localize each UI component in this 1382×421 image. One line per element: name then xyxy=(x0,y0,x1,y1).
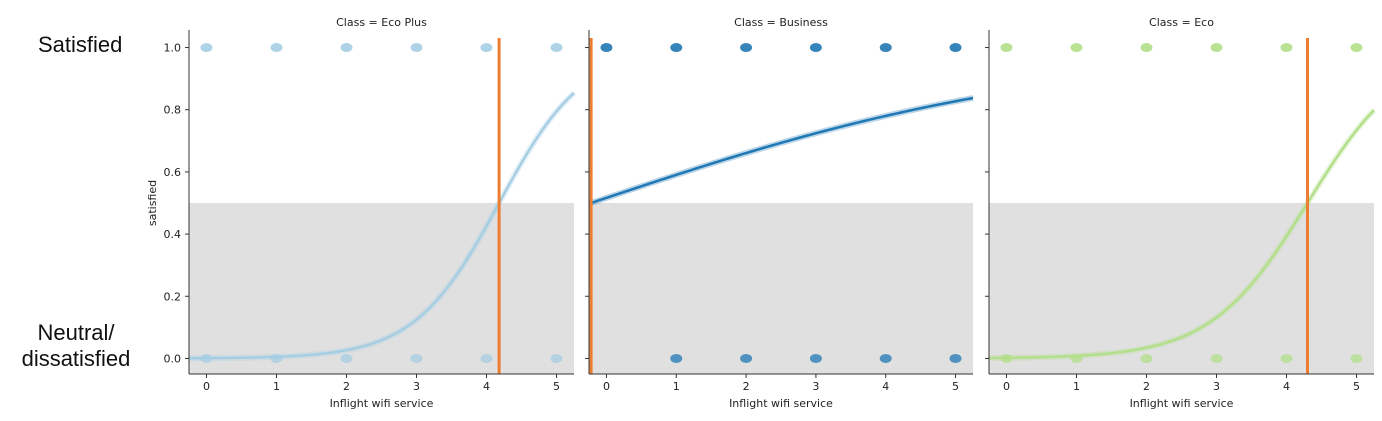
panel1-y-tick-label: 0.6 xyxy=(164,166,182,179)
panel1-y-tick-label: 0.4 xyxy=(164,228,182,241)
panel1-point-satisfied xyxy=(200,43,213,53)
panel1-shaded-region xyxy=(189,203,574,374)
panel2-logistic-curve xyxy=(588,96,974,205)
panel1-point-satisfied xyxy=(550,43,563,53)
panel1-x-tick-label: 2 xyxy=(343,380,350,393)
panel2-x-tick-label: 2 xyxy=(743,380,750,393)
neutral-annotation-line1: Neutral/ xyxy=(37,320,115,345)
panel1-point-satisfied xyxy=(340,43,353,53)
panel2-point-satisfied xyxy=(670,43,683,53)
neutral-dissatisfied-annotation: Neutral/ dissatisfied xyxy=(20,320,132,372)
panel1-x-tick-label: 1 xyxy=(273,380,280,393)
panel3-point-unsatisfied xyxy=(1210,353,1223,363)
panel1-point-satisfied xyxy=(480,43,493,53)
panel3-point-satisfied xyxy=(1350,43,1363,53)
panel2-point-unsatisfied xyxy=(949,353,962,363)
satisfied-annotation: Satisfied xyxy=(38,32,123,57)
panel3-x-tick-label: 3 xyxy=(1213,380,1220,393)
panel2-point-satisfied xyxy=(949,43,962,53)
panel2-x-tick-label: 5 xyxy=(952,380,959,393)
panel2-x-tick-label: 1 xyxy=(673,380,680,393)
panel3-point-satisfied xyxy=(1140,43,1153,53)
panel2-title: Class = Business xyxy=(734,16,828,29)
panel2-point-unsatisfied xyxy=(740,353,753,363)
panel2-point-satisfied xyxy=(740,43,753,53)
panel2-shaded-region xyxy=(589,203,973,374)
panel2-point-satisfied xyxy=(879,43,892,53)
panel3-point-unsatisfied xyxy=(1280,353,1293,363)
panel1-y-tick-label: 0.0 xyxy=(164,352,182,365)
panel1-point-unsatisfied xyxy=(340,353,353,363)
panel1-title: Class = Eco Plus xyxy=(336,16,427,29)
panel1-x-tick-label: 5 xyxy=(553,380,560,393)
panel2-point-unsatisfied xyxy=(809,353,822,363)
panel2-point-satisfied xyxy=(600,43,613,53)
panel2-x-tick-label: 0 xyxy=(603,380,610,393)
panel2-point-unsatisfied xyxy=(879,353,892,363)
panel3-x-tick-label: 1 xyxy=(1073,380,1080,393)
panel3-point-unsatisfied xyxy=(1350,353,1363,363)
panel3-x-tick-label: 5 xyxy=(1353,380,1360,393)
panel3-x-axis-label: Inflight wifi service xyxy=(1130,397,1234,410)
panel3-point-satisfied xyxy=(1000,43,1013,53)
panel3-shaded-region xyxy=(989,203,1374,374)
panel1-point-satisfied xyxy=(270,43,283,53)
panel1-y-tick-label: 0.2 xyxy=(164,290,182,303)
panel1-point-satisfied xyxy=(410,43,423,53)
panel1-point-unsatisfied xyxy=(550,353,563,363)
panel3-x-tick-label: 2 xyxy=(1143,380,1150,393)
panel1-point-unsatisfied xyxy=(480,353,493,363)
panel3-x-tick-label: 4 xyxy=(1283,380,1290,393)
panel3-title: Class = Eco xyxy=(1149,16,1214,29)
panel1-y-tick-label: 1.0 xyxy=(164,42,182,55)
panel1-point-unsatisfied xyxy=(410,353,423,363)
panel1-logistic-curve xyxy=(188,92,575,360)
panel1-x-tick-label: 3 xyxy=(413,380,420,393)
panel3-point-unsatisfied xyxy=(1140,353,1153,363)
panel3-point-satisfied xyxy=(1070,43,1083,53)
panel2-x-tick-label: 4 xyxy=(882,380,889,393)
panel2-point-unsatisfied xyxy=(670,353,683,363)
panel2-confidence-band xyxy=(588,95,974,207)
panel1-y-axis-label: satisfied xyxy=(146,180,159,226)
panel2-point-satisfied xyxy=(809,43,822,53)
panel3-x-tick-label: 0 xyxy=(1003,380,1010,393)
panel1-x-axis-label: Inflight wifi service xyxy=(330,397,434,410)
panel1-x-tick-label: 0 xyxy=(203,380,210,393)
panel2-x-axis-label: Inflight wifi service xyxy=(729,397,833,410)
panel1-x-tick-label: 4 xyxy=(483,380,490,393)
panel3-point-satisfied xyxy=(1210,43,1223,53)
panel3-logistic-curve xyxy=(988,109,1375,360)
panel1-y-tick-label: 0.8 xyxy=(164,104,182,117)
panel2-x-tick-label: 3 xyxy=(812,380,819,393)
neutral-annotation-line2: dissatisfied xyxy=(21,346,131,371)
panel3-point-satisfied xyxy=(1280,43,1293,53)
